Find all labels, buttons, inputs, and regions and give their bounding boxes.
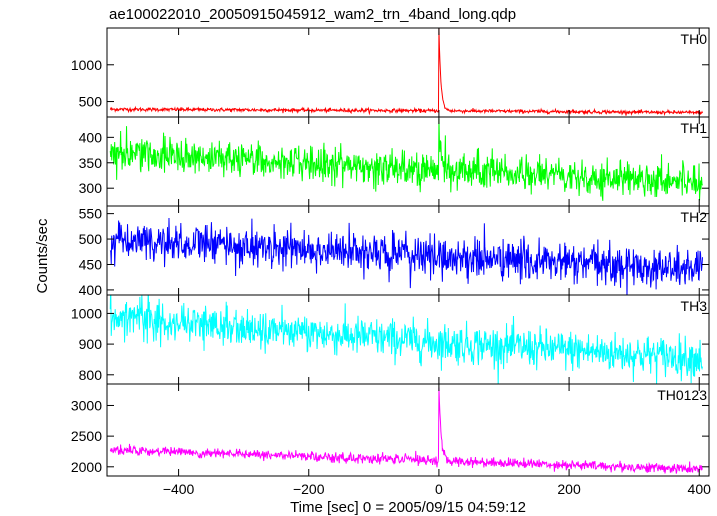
x-tick-label: −400 xyxy=(163,481,195,497)
y-tick-label: 300 xyxy=(79,180,103,196)
x-tick-label: 400 xyxy=(688,481,712,497)
chart-title: ae100022010_20050915045912_wam2_trn_4ban… xyxy=(109,6,516,23)
y-tick-label: 400 xyxy=(79,282,103,298)
panel-label: TH0 xyxy=(681,31,708,47)
series-line-th3 xyxy=(109,295,703,384)
panel-label: TH1 xyxy=(681,120,708,136)
y-tick-label: 350 xyxy=(79,155,103,171)
panel-label: TH2 xyxy=(681,209,708,225)
series-line-th1 xyxy=(109,118,703,201)
y-tick-label: 400 xyxy=(79,129,103,145)
y-tick-label: 500 xyxy=(79,94,103,110)
x-tick-label: −200 xyxy=(293,481,325,497)
y-tick-label: 800 xyxy=(79,367,103,383)
panel-th3: 800 900 1000 TH3 xyxy=(71,294,710,385)
panel-frame xyxy=(106,294,710,385)
panels-group: 500 1000 TH0 300 350 400 TH1 400 450 500 550 TH2 800… xyxy=(71,27,712,497)
panel-frame xyxy=(106,116,710,207)
x-axis-title: Time [sec] 0 = 2005/09/15 04:59:12 xyxy=(290,499,526,516)
y-tick-label: 2000 xyxy=(71,459,102,475)
x-tick-label: 200 xyxy=(557,481,581,497)
series-line-th2 xyxy=(109,217,703,295)
panel-frame xyxy=(106,27,710,118)
y-tick-label: 1000 xyxy=(71,57,102,73)
y-tick-label: 450 xyxy=(79,256,103,272)
panel-th2: 400 450 500 550 TH2 xyxy=(79,205,710,298)
panel-th0: 500 1000 TH0 xyxy=(71,27,710,118)
y-tick-label: 2500 xyxy=(71,428,102,444)
y-tick-label: 550 xyxy=(79,206,103,222)
panel-th0123: 2000 2500 3000 TH0123 xyxy=(71,383,710,477)
y-tick-label: 500 xyxy=(79,231,103,247)
series-line-th0123 xyxy=(109,387,703,474)
series-line-th0 xyxy=(109,28,703,117)
panel-label: TH0123 xyxy=(657,387,707,403)
x-tick-label: 0 xyxy=(435,481,443,497)
panel-th1: 300 350 400 TH1 xyxy=(79,116,710,207)
y-axis-title: Counts/sec xyxy=(34,218,51,294)
y-tick-label: 900 xyxy=(79,336,103,352)
panel-frame xyxy=(106,383,710,477)
panel-label: TH3 xyxy=(681,298,708,314)
y-tick-label: 1000 xyxy=(71,305,102,321)
y-tick-label: 3000 xyxy=(71,397,102,413)
